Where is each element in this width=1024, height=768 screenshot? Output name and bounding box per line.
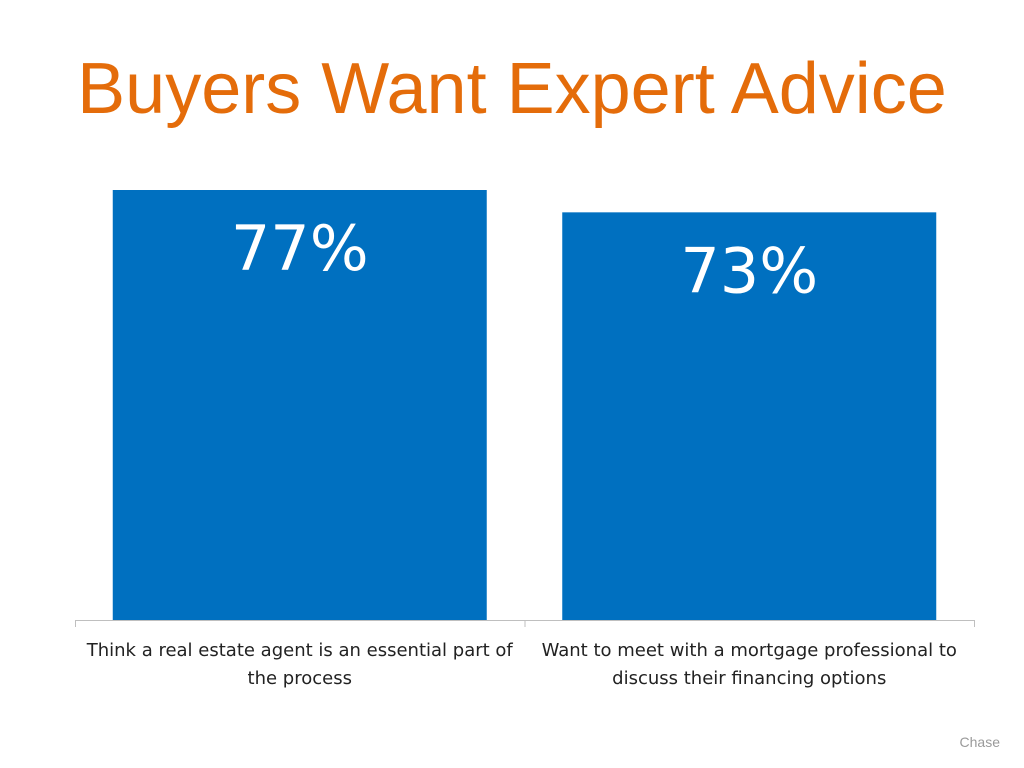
category-labels: Think a real estate agent is an essentia… — [86, 640, 957, 689]
category-label-1-line-2: the process — [248, 668, 352, 689]
bar-2 — [562, 212, 937, 621]
category-label-2-line-1: Want to meet with a mortgage professiona… — [542, 640, 957, 661]
category-label-1: Think a real estate agent is an essentia… — [86, 640, 514, 689]
category-label-1-line-1: Think a real estate agent is an essentia… — [86, 640, 514, 661]
x-axis-ticks — [75, 620, 975, 627]
page-title: Buyers Want Expert Advice — [77, 49, 947, 129]
bars-layer: 77% 73% — [112, 190, 937, 621]
bar-value-label-2: 73% — [680, 234, 818, 307]
category-label-2: Want to meet with a mortgage professiona… — [542, 640, 957, 689]
source-note: Chase — [959, 734, 1000, 750]
category-label-2-line-2: discuss their financing options — [612, 668, 886, 689]
bar-value-label-1: 77% — [231, 212, 369, 285]
bar-1 — [112, 190, 487, 620]
